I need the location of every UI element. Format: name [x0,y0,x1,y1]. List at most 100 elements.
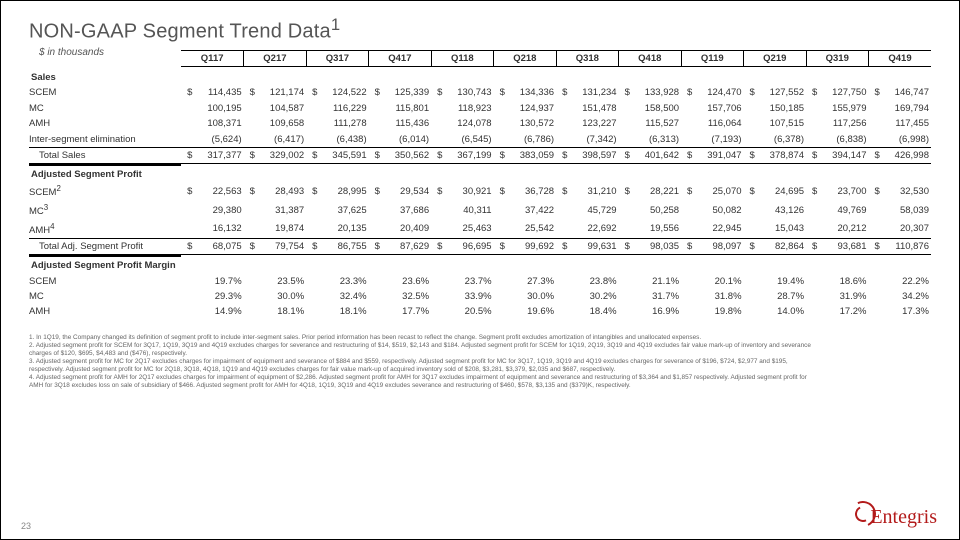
footnote-line: 1. In 1Q19, the Company changed its defi… [29,334,821,342]
value-cell: 23.7% [431,273,493,288]
value-cell: $110,876 [869,238,932,254]
row-label: AMH4 [29,219,181,238]
value-cell: 43,126 [744,201,806,220]
section-header: Sales [29,67,931,86]
value-cell: 16.9% [619,304,681,319]
value-cell: $401,642 [619,147,681,163]
table-row: Inter-segment elimination(5,624)(6,417)(… [29,131,931,147]
value-cell: $32,530 [869,182,932,201]
value-cell: 19.6% [494,304,556,319]
row-label: MC3 [29,201,181,220]
value-cell: 107,515 [744,116,806,131]
value-cell: 16,132 [181,219,243,238]
value-cell: 22,945 [681,219,743,238]
table-row: AMH14.9%18.1%18.1%17.7%20.5%19.6%18.4%16… [29,304,931,319]
value-cell: $30,921 [431,182,493,201]
value-cell: 123,227 [556,116,618,131]
total-label: Total Sales [29,147,181,163]
value-cell: 14.9% [181,304,243,319]
value-cell: $125,339 [369,85,431,100]
footnotes-block: 1. In 1Q19, the Company changed its defi… [29,334,931,390]
value-cell: 23.8% [556,273,618,288]
value-cell: 116,229 [306,101,368,116]
value-cell: $87,629 [369,238,431,254]
value-cell: $124,470 [681,85,743,100]
value-cell: $130,743 [431,85,493,100]
table-body: SalesSCEM$114,435$121,174$124,522$125,33… [29,67,931,320]
value-cell: (5,624) [181,131,243,147]
title-footnote-ref: 1 [331,15,340,34]
value-cell: $121,174 [244,85,306,100]
value-cell: 117,455 [869,116,932,131]
value-cell: $383,059 [494,147,556,163]
value-cell: 50,258 [619,201,681,220]
value-cell: $98,097 [681,238,743,254]
value-cell: 18.1% [306,304,368,319]
value-cell: 23.6% [369,273,431,288]
value-cell: 20,212 [806,219,868,238]
value-cell: $96,695 [431,238,493,254]
column-header: Q117 [181,50,243,66]
value-cell: 169,794 [869,101,932,116]
value-cell: (7,193) [681,131,743,147]
value-cell: 31,387 [244,201,306,220]
value-cell: 30.0% [494,289,556,304]
value-cell: $426,998 [869,147,932,163]
value-cell: 117,256 [806,116,868,131]
value-cell: 23.5% [244,273,306,288]
value-cell: 25,463 [431,219,493,238]
table-row: SCEM$114,435$121,174$124,522$125,339$130… [29,85,931,100]
value-cell: $127,750 [806,85,868,100]
value-cell: (6,786) [494,131,556,147]
value-cell: 37,422 [494,201,556,220]
table-row: AMH416,13219,87420,13520,40925,46325,542… [29,219,931,238]
value-cell: $25,070 [681,182,743,201]
column-header: Q118 [431,50,493,66]
value-cell: 23.3% [306,273,368,288]
value-cell: $350,562 [369,147,431,163]
value-cell: $99,631 [556,238,618,254]
value-cell: $146,747 [869,85,932,100]
value-cell: 104,587 [244,101,306,116]
value-cell: 19.4% [744,273,806,288]
value-cell: 100,195 [181,101,243,116]
value-cell: $28,221 [619,182,681,201]
section-header: Adjusted Segment Profit [29,164,931,183]
value-cell: 20.5% [431,304,493,319]
value-cell: 32.4% [306,289,368,304]
value-cell: (6,838) [806,131,868,147]
value-cell: 130,572 [494,116,556,131]
column-header: Q317 [306,50,368,66]
value-cell: 17.2% [806,304,868,319]
value-cell: 25,542 [494,219,556,238]
value-cell: (7,342) [556,131,618,147]
value-cell: 124,937 [494,101,556,116]
value-cell: (6,998) [869,131,932,147]
logo-text: Entegris [870,506,937,528]
value-cell: $82,864 [744,238,806,254]
value-cell: $29,534 [369,182,431,201]
row-label: MC [29,101,181,116]
value-cell: (6,417) [244,131,306,147]
value-cell: $317,377 [181,147,243,163]
row-label: SCEM2 [29,182,181,201]
value-cell: $79,754 [244,238,306,254]
row-label: SCEM [29,273,181,288]
value-cell: 22,692 [556,219,618,238]
value-cell: (6,014) [369,131,431,147]
footnote-line: 2. Adjusted segment profit for SCEM for … [29,342,821,358]
table-row: MC29.3%30.0%32.4%32.5%33.9%30.0%30.2%31.… [29,289,931,304]
value-cell: $345,591 [306,147,368,163]
value-cell: 20,409 [369,219,431,238]
value-cell: 19,874 [244,219,306,238]
page-number: 23 [21,521,31,531]
value-cell: 15,043 [744,219,806,238]
table-row: SCEM2$22,563$28,493$28,995$29,534$30,921… [29,182,931,201]
value-cell: (6,545) [431,131,493,147]
total-label: Total Adj. Segment Profit [29,238,181,254]
value-cell: 115,436 [369,116,431,131]
value-cell: 20.1% [681,273,743,288]
value-cell: 58,039 [869,201,932,220]
column-header: Q417 [369,50,431,66]
title-text: NON-GAAP Segment Trend Data [29,21,331,43]
